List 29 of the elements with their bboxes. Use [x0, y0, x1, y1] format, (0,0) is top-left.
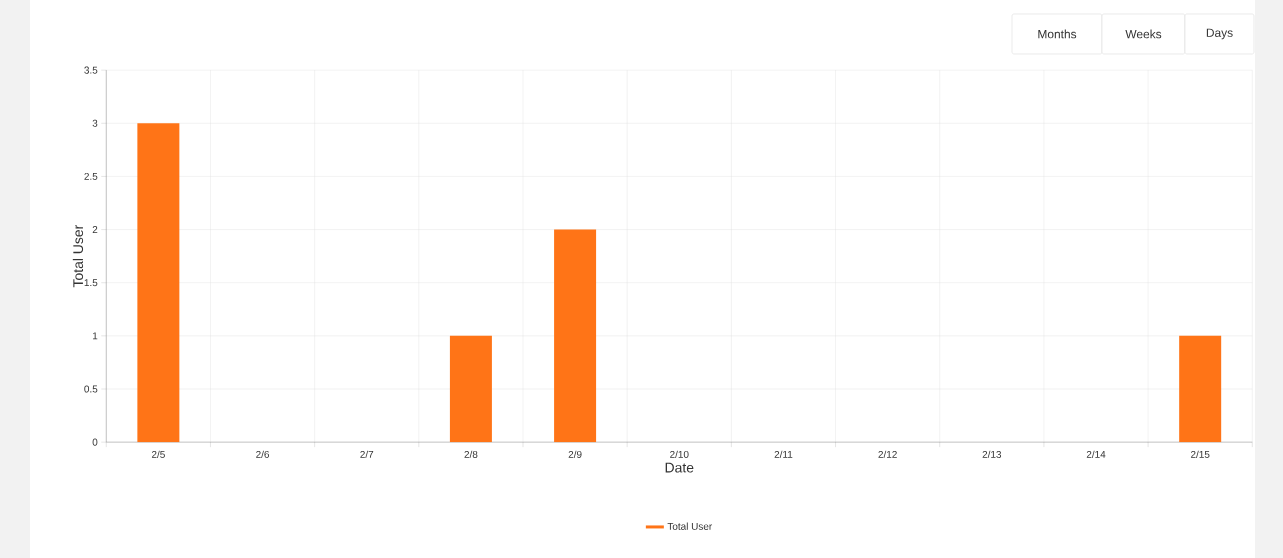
x-axis-title: Date [665, 462, 694, 473]
y-tick-label: 3 [92, 119, 98, 127]
bar [137, 123, 180, 443]
y-tick-label: 0.5 [84, 385, 98, 393]
x-tick-label: 2/15 [1190, 450, 1210, 458]
x-tick-label: 2/9 [568, 450, 582, 458]
y-tick-label: 2 [92, 226, 98, 234]
legend-label: Total User [667, 522, 713, 530]
y-axis-title: Total User [72, 224, 84, 288]
text: Days [1206, 28, 1233, 40]
text: Weeks [1125, 29, 1162, 39]
bar [449, 335, 492, 443]
x-tick-label: 2/8 [464, 450, 478, 458]
bar [1179, 335, 1222, 443]
y-tick-label: 1.5 [84, 279, 98, 287]
x-tick-label: 2/6 [256, 450, 270, 458]
x-tick-label: 2/10 [670, 450, 689, 458]
y-tick-label: 3.5 [84, 66, 98, 74]
x-tick-label: 2/7 [360, 450, 374, 458]
x-tick-label: 2/13 [982, 450, 1002, 458]
bar [554, 229, 597, 443]
x-tick-label: 2/12 [878, 450, 897, 458]
x-tick-label: 2/5 [151, 450, 165, 458]
text: Months [1038, 29, 1077, 39]
x-tick-label: 2/11 [774, 450, 793, 458]
y-tick-label: 2.5 [84, 172, 98, 180]
y-tick-label: 1 [92, 332, 98, 340]
x-tick-label: 2/14 [1086, 450, 1106, 458]
y-tick-label: 0 [92, 438, 98, 446]
